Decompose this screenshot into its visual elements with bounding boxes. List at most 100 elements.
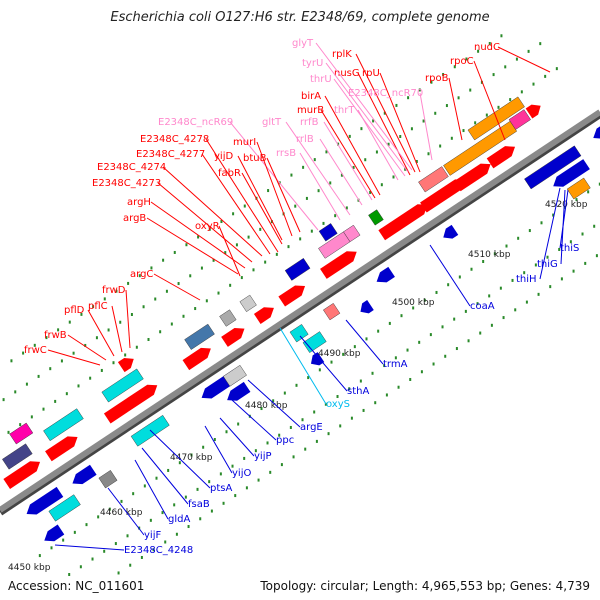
gene-label[interactable]: E2348C_4274 [97, 162, 166, 173]
gene-feature [43, 408, 84, 442]
gene-label[interactable]: yijO [232, 468, 251, 479]
gene-label[interactable]: rrlB [296, 134, 314, 145]
gene-label[interactable]: argB [123, 213, 146, 224]
tick-dot [37, 374, 40, 378]
tick-dot [581, 232, 584, 236]
tick-dot [117, 571, 120, 575]
gene-label[interactable]: rpoC [450, 56, 474, 67]
gene-label[interactable]: E2348C_4278 [140, 134, 209, 145]
gene-label[interactable]: tyrU [302, 58, 323, 69]
gene-label[interactable]: btuB [243, 153, 267, 164]
tick-dot [234, 494, 237, 498]
tick-dot [432, 362, 435, 366]
gene-feature [221, 328, 245, 347]
gene-feature [26, 486, 64, 515]
gene-label[interactable]: thiS [560, 243, 579, 254]
gene-feature [360, 300, 374, 314]
leader-line [141, 447, 189, 505]
tick-dot [140, 555, 143, 559]
tick-dot [511, 278, 514, 282]
gene-label[interactable]: E2348C_4248 [124, 545, 193, 556]
gene-label[interactable]: rrfB [300, 117, 319, 128]
tick-dot [130, 312, 133, 316]
gene-label[interactable]: E2348C_4273 [92, 178, 161, 189]
leader-line [107, 487, 145, 536]
gene-label[interactable]: ptsA [210, 483, 232, 494]
gene-label[interactable]: sthA [347, 386, 369, 397]
tick-dot [488, 42, 491, 46]
gene-label[interactable]: murB [297, 105, 324, 116]
gene-feature [508, 109, 531, 130]
tick-dot [330, 360, 333, 364]
leader-line [560, 189, 566, 265]
tick-dot [237, 422, 240, 426]
gene-label[interactable]: birA [301, 91, 321, 102]
gene-feature [418, 166, 449, 193]
leader-line [429, 244, 471, 307]
tick-dot [80, 312, 83, 316]
gene-label[interactable]: frwD [102, 285, 126, 296]
gene-label[interactable]: frwB [44, 330, 67, 341]
gene-label[interactable]: rpoB [425, 73, 449, 84]
gene-label[interactable]: rrsB [276, 148, 296, 159]
gene-label[interactable]: argC [130, 269, 153, 280]
gene-label[interactable]: argH [127, 197, 151, 208]
tick-dot [264, 260, 267, 264]
gene-label[interactable]: trmA [383, 359, 408, 370]
gene-label[interactable]: coaA [470, 301, 495, 312]
tick-dot [493, 252, 496, 256]
gene-feature [253, 307, 274, 324]
tick-dot [427, 152, 430, 156]
gene-label[interactable]: frwC [24, 345, 47, 356]
tick-dot [185, 243, 188, 247]
gene-label[interactable]: nudC [474, 42, 500, 53]
tick-dot [558, 247, 561, 251]
tick-dot [549, 285, 552, 289]
tick-dot [369, 190, 372, 194]
tick-dot [150, 266, 153, 270]
gene-label[interactable]: nusG [334, 68, 360, 79]
tick-dot [143, 484, 146, 488]
gene-label[interactable]: E2348C_ncR70 [348, 88, 423, 99]
gene-feature [376, 266, 395, 283]
gene-label[interactable]: thrU [310, 74, 332, 85]
tick-dot [377, 329, 380, 333]
gene-label[interactable]: pflC [88, 301, 108, 312]
tick-dot [476, 302, 479, 306]
gene-label[interactable]: rplK [332, 49, 352, 60]
tick-dot [420, 370, 423, 374]
tick-dot [240, 276, 243, 280]
leader-line [299, 152, 341, 221]
tick-dot [135, 345, 138, 349]
gene-label[interactable]: oxyR [195, 221, 220, 232]
gene-label[interactable]: yijF [144, 530, 161, 541]
tick-dot [283, 391, 286, 395]
gene-label[interactable]: E2348C_4277 [136, 149, 205, 160]
gene-label[interactable]: gltT [262, 117, 282, 128]
gene-label[interactable]: ppc [276, 435, 294, 446]
tick-dot [167, 468, 170, 472]
gene-label[interactable]: argE [300, 422, 323, 433]
gene-label[interactable]: thrT [334, 105, 355, 116]
tick-dot [19, 423, 22, 427]
gene-label[interactable]: oxyS [326, 399, 350, 410]
gene-label[interactable]: fabR [218, 168, 241, 179]
leader-line [162, 166, 263, 257]
gene-label[interactable]: rpU [362, 68, 380, 79]
tick-dot [598, 182, 600, 186]
tick-dot [189, 274, 192, 278]
gene-label[interactable]: fsaB [188, 499, 210, 510]
gene-label[interactable]: murI [233, 137, 256, 148]
tick-dot [222, 501, 225, 505]
gene-label[interactable]: thiH [516, 274, 537, 285]
gene-label[interactable]: yijD [214, 151, 233, 162]
tick-dot [465, 57, 468, 61]
tick-dot [539, 42, 542, 46]
gene-label[interactable]: glyT [292, 38, 314, 49]
tick-dot [482, 260, 485, 264]
gene-label[interactable]: thiG [537, 259, 558, 270]
gene-label[interactable]: yijP [254, 451, 272, 462]
gene-label[interactable]: E2348C_ncR69 [158, 117, 233, 128]
gene-label[interactable]: gldA [168, 514, 190, 525]
gene-label[interactable]: pflD [64, 305, 85, 316]
